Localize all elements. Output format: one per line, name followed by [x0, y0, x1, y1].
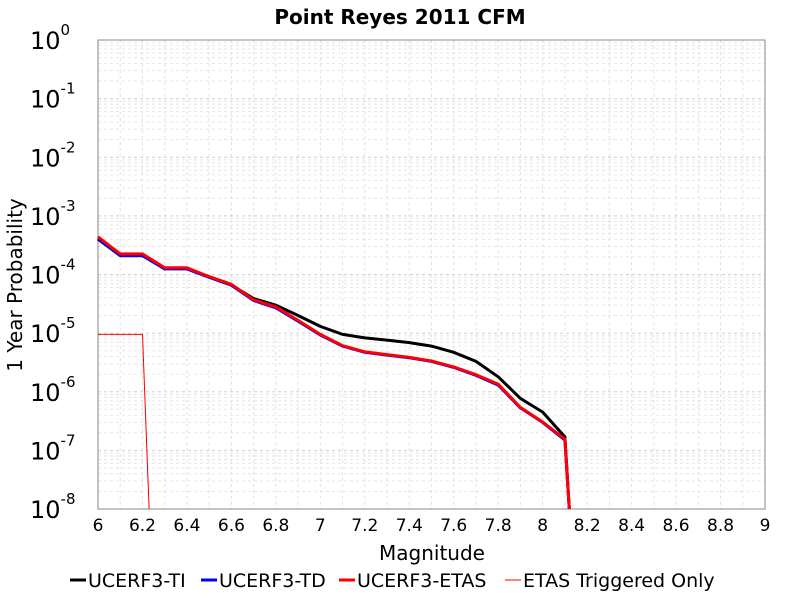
y-tick-label: 10-1 [30, 80, 76, 114]
legend-label-ucerf3-etas: UCERF3-ETAS [357, 570, 486, 592]
y-tick-label: 100 [30, 21, 70, 55]
y-axis-label: 1 Year Probability [3, 198, 27, 372]
y-tick-label: 10-5 [30, 314, 76, 348]
series-layer [97, 235, 571, 510]
x-tick-label: 6.6 [218, 516, 245, 536]
x-tick-label: 6 [93, 516, 104, 536]
x-tick-label: 8.8 [707, 516, 734, 536]
x-tick-label: 7.2 [351, 516, 378, 536]
legend-label-ucerf3-ti: UCERF3-TI [88, 570, 186, 592]
series-line-ucerf3-etas [97, 235, 571, 510]
x-tick-label: 7.4 [396, 516, 423, 536]
x-tick-labels: 6 6.2 6.4 6.6 6.8 7 7.2 7.4 7.6 7.8 8 8.2 8.4 8.6 8.8 9 [93, 516, 771, 536]
y-tick-label: 10-7 [30, 431, 76, 465]
x-tick-label: 7.8 [485, 516, 512, 536]
y-tick-label: 10-2 [30, 138, 76, 172]
x-tick-label: 7.6 [440, 516, 467, 536]
y-tick-label: 10-3 [30, 197, 76, 231]
x-tick-label: 6.2 [129, 516, 156, 536]
x-tick-label: 8.6 [663, 516, 690, 536]
x-tick-label: 6.4 [173, 516, 200, 536]
y-tick-label: 10-8 [30, 490, 76, 524]
y-tick-label: 10-6 [30, 373, 76, 407]
y-tick-labels: 100 10-1 10-2 10-3 10-4 10-5 10-6 10-7 10-8 [30, 21, 76, 524]
y-tick-label: 10-4 [30, 256, 76, 290]
legend-label-ucerf3-td: UCERF3-TD [219, 570, 326, 592]
series-line-etas-triggered-only [98, 333, 150, 510]
chart-title: Point Reyes 2011 CFM [274, 5, 525, 29]
x-tick-label: 8.2 [574, 516, 601, 536]
x-tick-label: 7 [315, 516, 326, 536]
x-tick-label: 8 [537, 516, 548, 536]
x-tick-label: 9 [760, 516, 771, 536]
x-tick-label: 8.4 [618, 516, 645, 536]
x-tick-label: 6.8 [262, 516, 289, 536]
legend: UCERF3-TI UCERF3-TD UCERF3-ETAS ETAS Trigge… [70, 570, 715, 592]
grid [97, 40, 766, 510]
legend-label-etas-triggered-only: ETAS Triggered Only [523, 570, 715, 592]
x-axis-label: Magnitude [379, 541, 485, 565]
plot-frame [97, 39, 766, 510]
